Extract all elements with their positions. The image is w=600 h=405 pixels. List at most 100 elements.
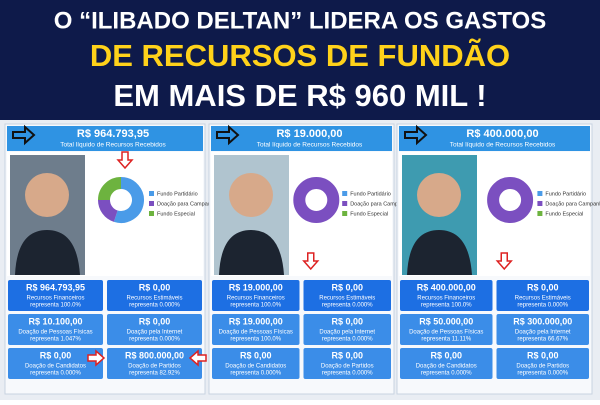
- legend-swatch: [149, 201, 154, 206]
- panel-subtitle: Total líquido de Recursos Recebidos: [450, 142, 556, 149]
- legend-swatch: [342, 201, 348, 206]
- legend-label: Fundo Partidário: [157, 191, 198, 197]
- box-label: Recursos Financeiros: [227, 296, 285, 302]
- box-label: Recursos Estimáveis: [126, 296, 182, 302]
- box-value: R$ 800.000,00: [125, 350, 184, 360]
- info-box: [8, 314, 103, 345]
- legend-swatch: [149, 211, 154, 216]
- legend-label: Fundo Especial: [545, 211, 583, 217]
- box-value: R$ 50.000,00: [419, 316, 473, 326]
- box-share: representa 1.047%: [30, 337, 81, 343]
- box-value: R$ 10.100,00: [28, 316, 82, 326]
- box-value: R$ 300.000,00: [513, 316, 572, 326]
- box-label: Recursos Estimáveis: [319, 296, 375, 302]
- box-label: Recursos Financeiros: [26, 296, 84, 302]
- box-share: representa 66.67%: [517, 337, 568, 343]
- legend-swatch: [149, 191, 154, 196]
- box-label: Doação de Candidatos: [225, 364, 286, 370]
- panel-header: [7, 126, 203, 151]
- box-value: R$ 19.000,00: [229, 282, 283, 292]
- info-box: [107, 348, 202, 379]
- box-label: Doação de Pessoas Físicas: [219, 330, 293, 336]
- box-label: Doação de Partidos: [128, 364, 181, 370]
- header-band: [0, 0, 600, 120]
- red-arrow: [116, 151, 134, 170]
- box-value: R$ 0,00: [527, 282, 559, 292]
- donut-slice: [98, 199, 119, 222]
- info-box: [400, 314, 493, 345]
- donut-slice: [487, 177, 534, 223]
- box-share: representa 11.11%: [421, 337, 471, 343]
- info-box: [303, 314, 391, 345]
- box-share: representa 0.000%: [322, 303, 373, 309]
- panel-subtitle: Total líquido de Recursos Recebidos: [257, 142, 363, 149]
- box-value: R$ 400.000,00: [417, 282, 476, 292]
- info-box: [8, 280, 103, 311]
- headline-1: O “ILIBADO DELTAN” LIDERA OS GASTOS: [54, 7, 546, 34]
- box-value: R$ 964.793,95: [26, 282, 85, 292]
- box-label: Doação pela Internet: [515, 330, 571, 336]
- headline-3: EM MAIS DE R$ 960 MIL !: [113, 78, 486, 113]
- legend-label: Fundo Partidário: [350, 191, 391, 197]
- legend-label: Fundo Partidário: [545, 191, 586, 197]
- box-value: R$ 19.000,00: [229, 316, 283, 326]
- box-value: R$ 0,00: [240, 350, 272, 360]
- donut-slice: [113, 177, 144, 223]
- info-box: [303, 280, 391, 311]
- red-arrow: [495, 252, 513, 271]
- info-box: [212, 348, 300, 379]
- legend-swatch: [342, 211, 348, 216]
- info-box: [212, 280, 300, 311]
- box-label: Doação de Partidos: [516, 364, 569, 370]
- box-label: Recursos Financeiros: [417, 296, 475, 302]
- info-box: [400, 348, 493, 379]
- info-box: [400, 280, 493, 311]
- legend-swatch: [342, 191, 348, 196]
- box-share: representa 0.000%: [129, 337, 180, 343]
- panel-total: R$ 400.000,00: [466, 128, 538, 140]
- box-label: Recursos Estimáveis: [515, 296, 571, 302]
- panel-subtitle: Total líquido de Recursos Recebidos: [60, 142, 166, 149]
- box-share: representa 0.000%: [322, 371, 373, 377]
- info-box: [496, 348, 589, 379]
- panel-header: [399, 126, 590, 151]
- box-value: R$ 0,00: [331, 282, 363, 292]
- box-value: R$ 0,00: [331, 350, 363, 360]
- info-box: [303, 348, 391, 379]
- legend-swatch: [537, 211, 543, 216]
- box-label: Doação de Pessoas Físicas: [18, 330, 92, 336]
- box-share: representa 100.0%: [230, 303, 281, 309]
- box-label: Doação de Candidatos: [416, 364, 477, 370]
- box-value: R$ 0,00: [430, 350, 462, 360]
- box-share: representa 0.000%: [517, 371, 568, 377]
- box-share: representa 0.000%: [230, 371, 281, 377]
- red-arrow: [302, 252, 320, 271]
- legend-swatch: [537, 191, 543, 196]
- arrow-icon: [12, 124, 36, 146]
- photo-head: [417, 173, 461, 217]
- box-share: representa 100.0%: [30, 303, 81, 309]
- info-box: [212, 314, 300, 345]
- box-share: representa 0.000%: [421, 371, 472, 377]
- box-value: R$ 0,00: [139, 316, 171, 326]
- box-value: R$ 0,00: [331, 316, 363, 326]
- box-share: representa 82.92%: [129, 371, 180, 377]
- photo-body: [219, 230, 284, 275]
- panel-header: [211, 126, 392, 151]
- photo-head: [229, 173, 273, 217]
- headline-2: DE RECURSOS DE FUNDÃO: [90, 38, 510, 73]
- box-share: representa 100.0%: [230, 337, 281, 343]
- legend-label: Doação para Campanha: [545, 201, 600, 207]
- box-label: Doação de Pessoas Físicas: [409, 330, 483, 336]
- arrow-icon: [216, 124, 240, 146]
- box-label: Doação de Partidos: [321, 364, 374, 370]
- legend-swatch: [537, 201, 543, 206]
- red-arrow: [188, 349, 207, 367]
- box-share: representa 0.000%: [517, 303, 568, 309]
- legend-label: Doação para Campanha: [157, 201, 218, 207]
- box-value: R$ 0,00: [40, 350, 72, 360]
- donut-slice: [293, 177, 340, 223]
- box-share: representa 100.0%: [421, 303, 472, 309]
- panel-total: R$ 19.000,00: [276, 128, 342, 140]
